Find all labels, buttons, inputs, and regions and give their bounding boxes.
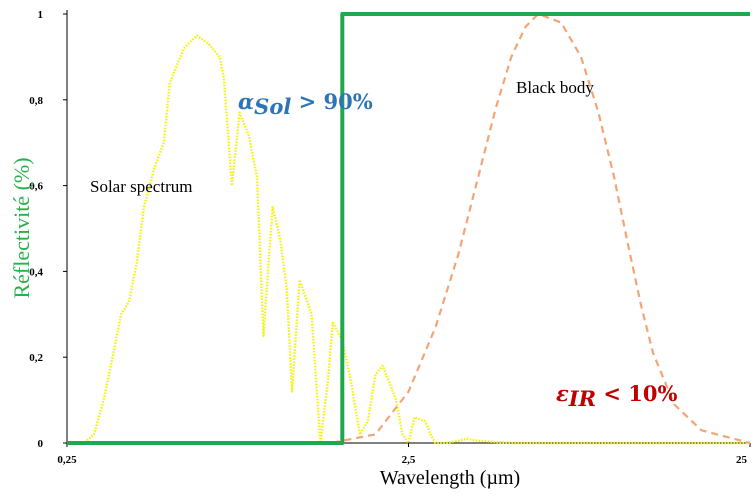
- eps-ir-annotation: εIR < 10%: [556, 381, 678, 411]
- ticks: 0 0,2 0,4 0,6 0,8 1 0,25 2,5 25: [29, 9, 751, 466]
- y-tick-label: 0,8: [29, 95, 43, 107]
- eps-symbol: ε: [556, 381, 569, 406]
- alpha-symbol: α: [238, 89, 254, 114]
- x-tick-label: 25: [736, 454, 748, 466]
- alpha-sol-annotation: αSol > 90%: [238, 89, 373, 119]
- y-tick-label: 0,4: [29, 266, 43, 278]
- solar-spectrum-label: Solar spectrum: [90, 177, 192, 196]
- series-line-black-body: [272, 12, 751, 445]
- eps-value: < 10%: [596, 381, 677, 406]
- y-axis-title: Réflectivité (%): [9, 157, 34, 298]
- axes: [66, 10, 750, 444]
- eps-subscript: IR: [568, 386, 596, 411]
- y-tick-label: 0: [38, 438, 44, 450]
- y-tick-label: 1: [38, 9, 44, 21]
- series-line-selective-absorber-reflectivity: [67, 12, 750, 445]
- x-tick-label: 0,25: [57, 454, 77, 466]
- black-body-label: Black body: [516, 78, 594, 97]
- y-tick-label: 0,6: [29, 181, 43, 193]
- y-tick-label: 0,2: [29, 352, 43, 364]
- alpha-subscript: Sol: [254, 94, 291, 119]
- x-axis-title: Wavelength (µm): [380, 467, 520, 489]
- x-tick-label: 2,5: [402, 454, 416, 466]
- series-line-solar-spectrum: [67, 34, 750, 445]
- labels: Wavelength (µm) Réflectivité (%) Solar s…: [9, 78, 678, 489]
- series-layer: [67, 12, 751, 445]
- alpha-value: > 90%: [291, 89, 372, 114]
